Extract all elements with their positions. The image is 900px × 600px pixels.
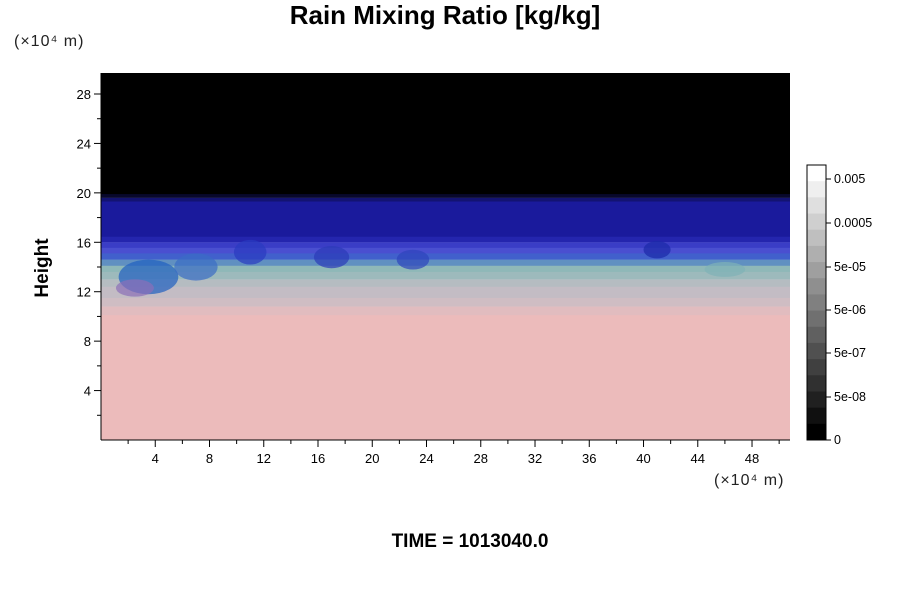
x-tick-label-16: 16 [311,451,325,466]
colorbar-level-13 [807,375,826,392]
x-tick-label-24: 24 [419,451,433,466]
colorbar-level-11 [807,342,826,360]
field-blend-0 [101,297,790,316]
x-tick-label-44: 44 [691,451,705,466]
colorbar-label-3: 5e-06 [834,303,866,317]
y-tick-label-12: 12 [77,285,91,300]
plot-area [101,73,790,440]
colorbar-level-2 [807,197,826,215]
eddy-6 [115,279,154,297]
x-axis: 4 8 12 16 20 24 28 32 36 40 44 48 [101,439,790,466]
y-tick-label-24: 24 [77,136,91,151]
colorbar: 0.005 0.0005 5e-05 5e-06 5e-07 5e-08 0 [806,164,872,447]
colorbar-frame [806,164,827,441]
field-layer-5 [101,73,790,198]
eddy-5 [643,241,671,259]
x-tick-label-48: 48 [745,451,759,466]
colorbar-level-3 [807,213,826,231]
y-axis-unit: (×10⁴ m) [14,33,85,50]
eddy-7 [704,262,746,277]
colorbar-level-5 [807,245,826,263]
colorbar-level-6 [807,262,826,279]
x-tick-label-20: 20 [365,451,379,466]
x-tick-label-4: 4 [152,451,159,466]
field-blend-3 [101,236,790,248]
x-tick-label-8: 8 [206,451,213,466]
x-tick-label-28: 28 [474,451,488,466]
y-tick-label-28: 28 [77,87,91,102]
x-axis-unit: (×10⁴ m) [714,472,785,489]
field-blend-2 [101,253,790,266]
colorbar-level-12 [807,359,826,376]
colorbar-level-9 [807,310,826,328]
field-layer-0 [101,306,790,440]
colorbar-level-16 [807,423,826,441]
colorbar-label-2: 5e-05 [834,260,866,274]
colorbar-level-10 [807,326,826,344]
field-layer-4 [101,197,790,243]
colorbar-level-1 [807,181,826,198]
colorbar-label-1: 0.0005 [834,216,872,230]
colorbar-level-14 [807,391,826,409]
eddy-3 [313,245,350,269]
y-tick-label-20: 20 [77,186,91,201]
y-tick-label-16: 16 [77,235,91,250]
x-tick-label-36: 36 [582,451,596,466]
eddy-1 [174,253,218,281]
eddy-4 [396,249,430,270]
chart-title: Rain Mixing Ratio [kg/kg] [289,0,601,30]
time-label: TIME = 1013040.0 [391,531,549,552]
y-axis: 4 8 12 16 20 24 28 [77,73,102,440]
y-tick-label-8: 8 [84,334,91,349]
colorbar-label-0: 0.005 [834,172,865,186]
colorbar-label-6: 0 [834,433,841,447]
colorbar-level-4 [807,229,826,247]
y-tick-label-4: 4 [84,384,91,399]
colorbar-level-15 [807,407,826,425]
field-blend-1 [101,271,790,287]
colorbar-level-8 [807,294,826,312]
colorbar-label-5: 5e-08 [834,390,866,404]
colorbar-level-7 [807,278,826,295]
eddy-2 [233,239,267,265]
x-tick-label-40: 40 [636,451,650,466]
colorbar-level-0 [807,165,826,182]
colorbar-label-4: 5e-07 [834,346,866,360]
field-blend-4 [101,194,790,202]
x-tick-label-32: 32 [528,451,542,466]
x-tick-label-12: 12 [257,451,271,466]
